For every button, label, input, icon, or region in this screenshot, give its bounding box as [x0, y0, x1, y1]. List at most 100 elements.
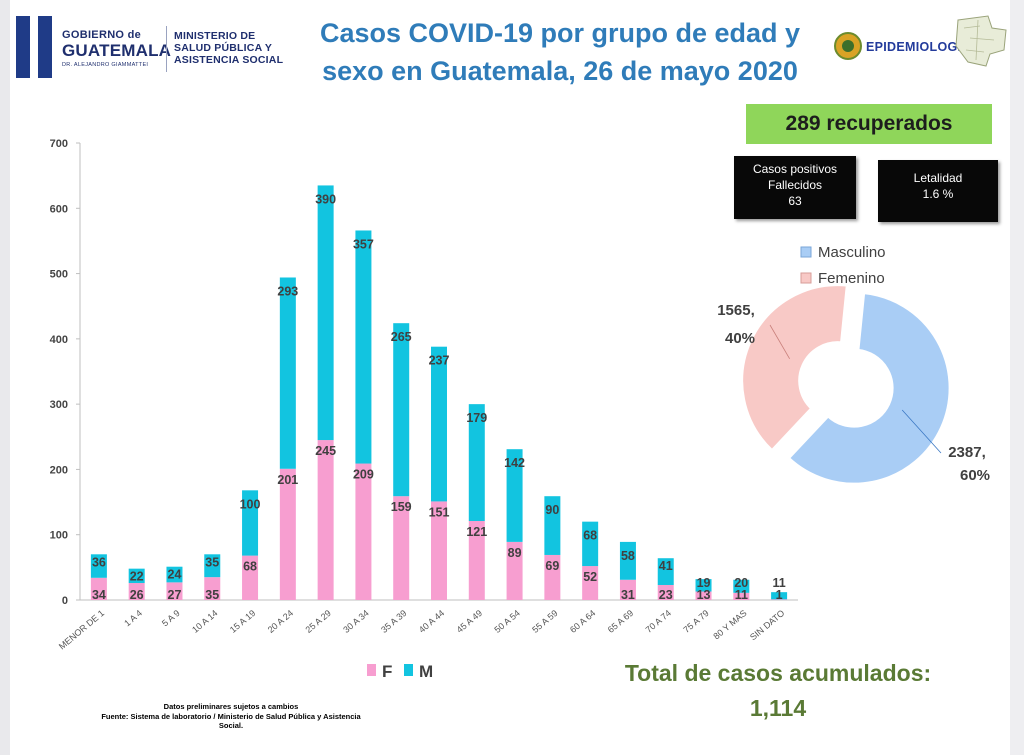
female-value-label: 159	[391, 500, 412, 514]
male-value-label: 24	[168, 568, 182, 582]
bar-male	[468, 404, 485, 522]
bar-female	[166, 582, 183, 600]
category-label: 65 A 69	[606, 608, 635, 635]
ministry-name: MINISTERIO DE SALUD PÚBLICA Y ASISTENCIA…	[174, 30, 283, 66]
fallecidos-label-1: Casos positivos	[752, 162, 838, 176]
page-title: Casos COVID-19 por grupo de edad y sexo …	[290, 14, 830, 90]
y-tick-label: 600	[50, 203, 68, 215]
female-value-label: 201	[277, 473, 298, 487]
male-value-label: 293	[277, 284, 298, 298]
bar-female	[355, 463, 372, 600]
bar-male	[355, 230, 372, 464]
bar-female	[733, 592, 750, 600]
category-label: 5 A 9	[160, 608, 182, 629]
male-value-label: 11	[772, 576, 785, 590]
male-value-label: 237	[429, 354, 450, 368]
male-value-label: 390	[315, 192, 336, 206]
legend-female-label: F	[382, 662, 392, 681]
female-value-label: 11	[735, 588, 748, 602]
male-value-label: 68	[583, 529, 597, 543]
bar-female	[544, 554, 561, 600]
category-label: 60 A 64	[568, 608, 597, 635]
category-label: 55 A 59	[530, 608, 559, 635]
y-tick-label: 100	[50, 530, 68, 542]
y-tick-label: 400	[50, 334, 68, 346]
bar-male	[695, 579, 712, 592]
bar-male	[90, 554, 107, 578]
male-value-label: 357	[353, 237, 374, 251]
bar-male	[242, 490, 259, 556]
bar-female	[695, 591, 712, 600]
female-value-label: 52	[583, 570, 597, 584]
male-value-label: 35	[205, 555, 219, 569]
letalidad-value: 1.6 %	[922, 187, 954, 201]
bar-female	[657, 584, 674, 600]
category-label: 70 A 74	[644, 608, 673, 635]
male-value-label: 22	[130, 570, 144, 584]
total-cases-value: 1,114	[749, 695, 807, 721]
male-value-label: 20	[734, 576, 748, 590]
bar-male	[619, 541, 636, 580]
letalidad-box: Letalidad 1.6 %	[878, 160, 998, 222]
logo-line-1: GOBIERNO de	[62, 29, 142, 41]
logo-line-3: DR. ALEJANDRO GIAMMATTEI	[62, 62, 149, 68]
male-value-label: 19	[697, 576, 711, 590]
logo-line-2: GUATEMALA	[62, 41, 172, 60]
epidemiologia-label: EPIDEMIOLOGIA	[866, 40, 971, 54]
ministry-line-2: SALUD PÚBLICA Y	[174, 42, 273, 54]
bar-female	[506, 541, 523, 600]
category-label: SIN DATO	[748, 608, 786, 642]
legend-male-label: M	[419, 662, 433, 681]
female-value-label: 89	[508, 546, 522, 560]
flag-bars-icon	[16, 16, 56, 78]
y-tick-label: 0	[62, 595, 68, 607]
category-label: 25 A 29	[303, 608, 332, 635]
bar-female	[279, 468, 296, 600]
bar-male	[506, 449, 523, 542]
bar-male	[393, 323, 410, 497]
female-value-label: 13	[697, 588, 711, 602]
legend-male-swatch	[404, 664, 413, 676]
bar-female	[317, 440, 334, 600]
source-footnote: Datos preliminares sujetos a cambios Fue…	[26, 702, 436, 731]
bar-female	[242, 555, 259, 600]
bar-male	[582, 521, 599, 567]
female-value-label: 26	[130, 588, 144, 602]
y-tick-label: 200	[50, 464, 68, 476]
guatemala-map-icon	[955, 15, 1007, 67]
bar-female	[582, 566, 599, 600]
y-tick-label: 500	[50, 269, 68, 281]
male-value-label: 142	[504, 456, 525, 470]
male-value-label: 36	[92, 555, 106, 569]
bar-male	[771, 592, 788, 600]
category-label: 20 A 24	[266, 608, 295, 635]
category-label: 10 A 14	[190, 608, 219, 635]
bar-male	[279, 277, 296, 469]
recuperados-badge: 289 recuperados	[746, 104, 992, 144]
category-label: 50 A 54	[492, 608, 521, 635]
fallecidos-value: 63	[788, 194, 802, 208]
male-value-label: 265	[391, 330, 412, 344]
fallecidos-label-2: Fallecidos	[767, 178, 823, 192]
male-value-label: 90	[545, 503, 559, 517]
government-logo: GOBIERNO de GUATEMALA DR. ALEJANDRO GIAM…	[16, 16, 296, 82]
bar-male	[657, 558, 674, 585]
footnote-line-2: Fuente: Sistema de laboratorio / Ministe…	[101, 711, 361, 721]
fallecidos-box: Casos positivos Fallecidos 63	[734, 156, 856, 219]
footnote-line-3: Social.	[218, 721, 244, 730]
bar-male	[166, 566, 183, 583]
female-value-label: 1	[776, 588, 783, 602]
bar-female	[90, 577, 107, 600]
bar-female	[128, 583, 145, 600]
female-value-label: 35	[205, 588, 219, 602]
male-value-label: 41	[659, 559, 673, 573]
male-value-label: 58	[621, 549, 635, 563]
letalidad-label: Letalidad	[913, 171, 963, 185]
title-line-2: sexo en Guatemala, 26 de mayo 2020	[322, 56, 798, 86]
bar-male	[544, 496, 561, 555]
bar-male	[204, 554, 221, 578]
female-value-label: 151	[429, 505, 450, 519]
category-label: 15 A 19	[228, 608, 257, 635]
category-label: 75 A 79	[681, 608, 710, 635]
female-value-label: 34	[92, 588, 106, 602]
